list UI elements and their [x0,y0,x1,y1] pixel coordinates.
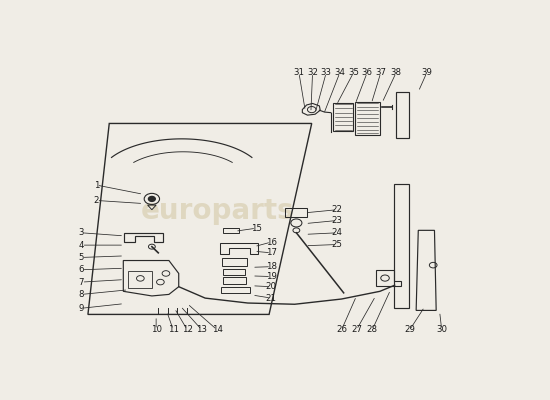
Text: europarts: europarts [141,197,295,225]
Text: 27: 27 [351,325,362,334]
Text: 31: 31 [294,68,305,77]
Text: 36: 36 [362,68,373,77]
Text: 32: 32 [307,68,318,77]
Text: 11: 11 [168,325,179,334]
Text: 9: 9 [79,304,84,313]
Text: 29: 29 [404,325,415,334]
Text: 25: 25 [332,240,343,249]
Text: 30: 30 [436,325,447,334]
Text: 33: 33 [321,68,332,77]
Text: 28: 28 [367,325,378,334]
Text: 34: 34 [334,68,345,77]
Text: 7: 7 [79,278,84,286]
Bar [223,268,245,275]
Text: 6: 6 [79,265,84,274]
Text: 18: 18 [266,262,277,271]
Bar [333,103,354,131]
Circle shape [148,196,155,201]
Bar [222,258,247,266]
Text: 16: 16 [266,238,277,246]
Bar [129,271,152,288]
Bar [223,228,239,234]
Text: 26: 26 [336,325,347,334]
Text: 8: 8 [79,290,84,299]
Text: 13: 13 [196,325,207,334]
Text: 20: 20 [266,282,277,291]
Bar [355,102,380,135]
Text: 19: 19 [266,272,277,281]
Text: 5: 5 [79,253,84,262]
Text: 2: 2 [94,196,99,205]
Text: 37: 37 [375,68,386,77]
Text: 17: 17 [266,248,277,257]
Text: 39: 39 [421,68,432,77]
Bar [285,208,307,217]
Text: 23: 23 [332,216,343,225]
Text: 10: 10 [151,325,162,334]
Text: 35: 35 [348,68,359,77]
Bar [223,278,246,284]
Text: 15: 15 [251,224,262,233]
Text: 38: 38 [390,68,402,77]
Text: 22: 22 [332,205,343,214]
Text: 21: 21 [266,294,277,302]
Text: 3: 3 [79,228,84,237]
Text: 14: 14 [212,325,223,334]
Bar [221,287,250,293]
Text: 4: 4 [79,241,84,250]
Text: 1: 1 [94,180,99,190]
Text: 12: 12 [182,325,192,334]
Text: 24: 24 [332,228,343,237]
